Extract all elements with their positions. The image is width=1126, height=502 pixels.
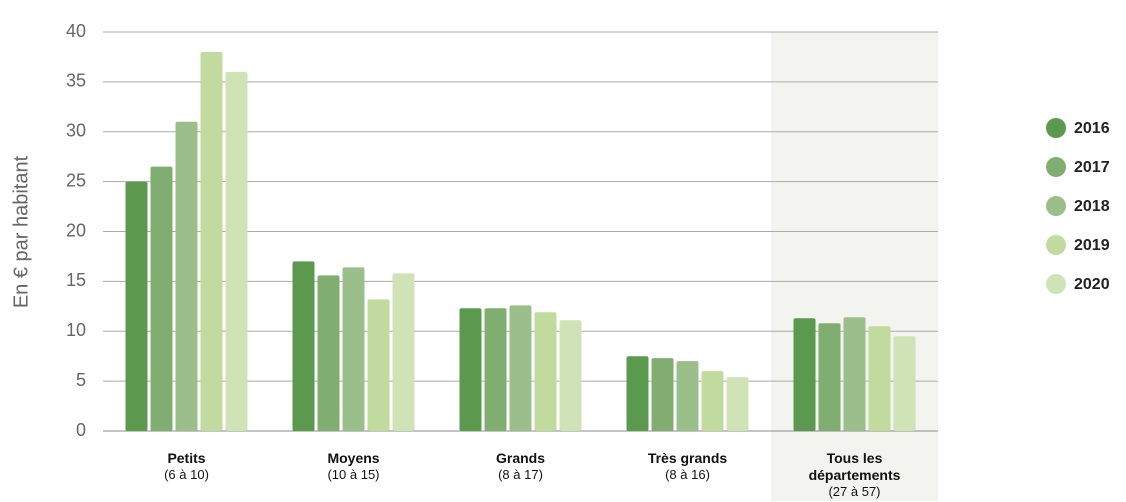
x-tick-label: Tous les départements (27 à 57) xyxy=(790,450,920,500)
y-tick-label: 40 xyxy=(66,21,86,41)
y-tick-label: 30 xyxy=(66,121,86,141)
y-tick-label: 15 xyxy=(66,270,86,290)
category-name: Grands xyxy=(495,450,545,466)
legend-marker xyxy=(1046,235,1066,255)
bar xyxy=(459,308,482,431)
category-name: Tous les départements xyxy=(808,450,901,483)
bar xyxy=(893,336,916,431)
x-tick-label: Petits (6 à 10) xyxy=(122,450,252,483)
bar xyxy=(843,317,866,431)
category-note: (27 à 57) xyxy=(828,484,881,499)
bar xyxy=(676,361,699,431)
legend-marker xyxy=(1046,274,1066,294)
bar xyxy=(225,71,248,432)
bar xyxy=(125,181,148,431)
bar xyxy=(559,320,582,431)
y-tick-label: 20 xyxy=(66,220,86,240)
bar xyxy=(818,323,841,431)
y-tick-label: 5 xyxy=(76,370,86,390)
bar xyxy=(509,305,532,431)
bar xyxy=(150,166,173,431)
bar xyxy=(626,356,649,431)
legend-marker xyxy=(1046,118,1066,138)
category-name: Petits xyxy=(167,450,206,466)
legend-label: 2018 xyxy=(1074,198,1110,215)
legend-label: 2017 xyxy=(1074,159,1110,176)
bar xyxy=(367,299,390,431)
legend-marker xyxy=(1046,196,1066,216)
bar xyxy=(793,318,816,431)
bar xyxy=(292,261,315,431)
y-tick-label: 10 xyxy=(66,320,86,340)
bar xyxy=(701,371,724,431)
category-note: (8 à 16) xyxy=(665,467,710,482)
y-tick-label: 0 xyxy=(76,420,86,440)
legend-label: 2016 xyxy=(1074,120,1110,137)
category-name: Moyens xyxy=(327,450,380,466)
bar xyxy=(726,377,749,431)
y-axis-label: En € par habitant xyxy=(10,155,32,308)
legend-label: 2020 xyxy=(1074,276,1110,293)
bar xyxy=(392,273,415,431)
y-tick-label: 25 xyxy=(66,170,86,190)
x-tick-label: Moyens (10 à 15) xyxy=(289,450,419,483)
legend-label: 2019 xyxy=(1074,237,1110,254)
category-note: (8 à 17) xyxy=(498,467,543,482)
bar xyxy=(200,51,223,431)
bar xyxy=(651,358,674,431)
bar xyxy=(484,308,507,431)
bar xyxy=(342,267,365,431)
legend-marker xyxy=(1046,157,1066,177)
bar xyxy=(534,312,557,431)
x-tick-label: Grands (8 à 17) xyxy=(456,450,586,483)
category-note: (6 à 10) xyxy=(164,467,209,482)
x-tick-label: Très grands (8 à 16) xyxy=(623,450,753,483)
category-name: Très grands xyxy=(647,450,728,466)
y-tick-label: 35 xyxy=(66,71,86,91)
bar xyxy=(317,275,340,431)
bar xyxy=(175,121,198,432)
bar xyxy=(868,326,891,431)
category-note: (10 à 15) xyxy=(327,467,380,482)
